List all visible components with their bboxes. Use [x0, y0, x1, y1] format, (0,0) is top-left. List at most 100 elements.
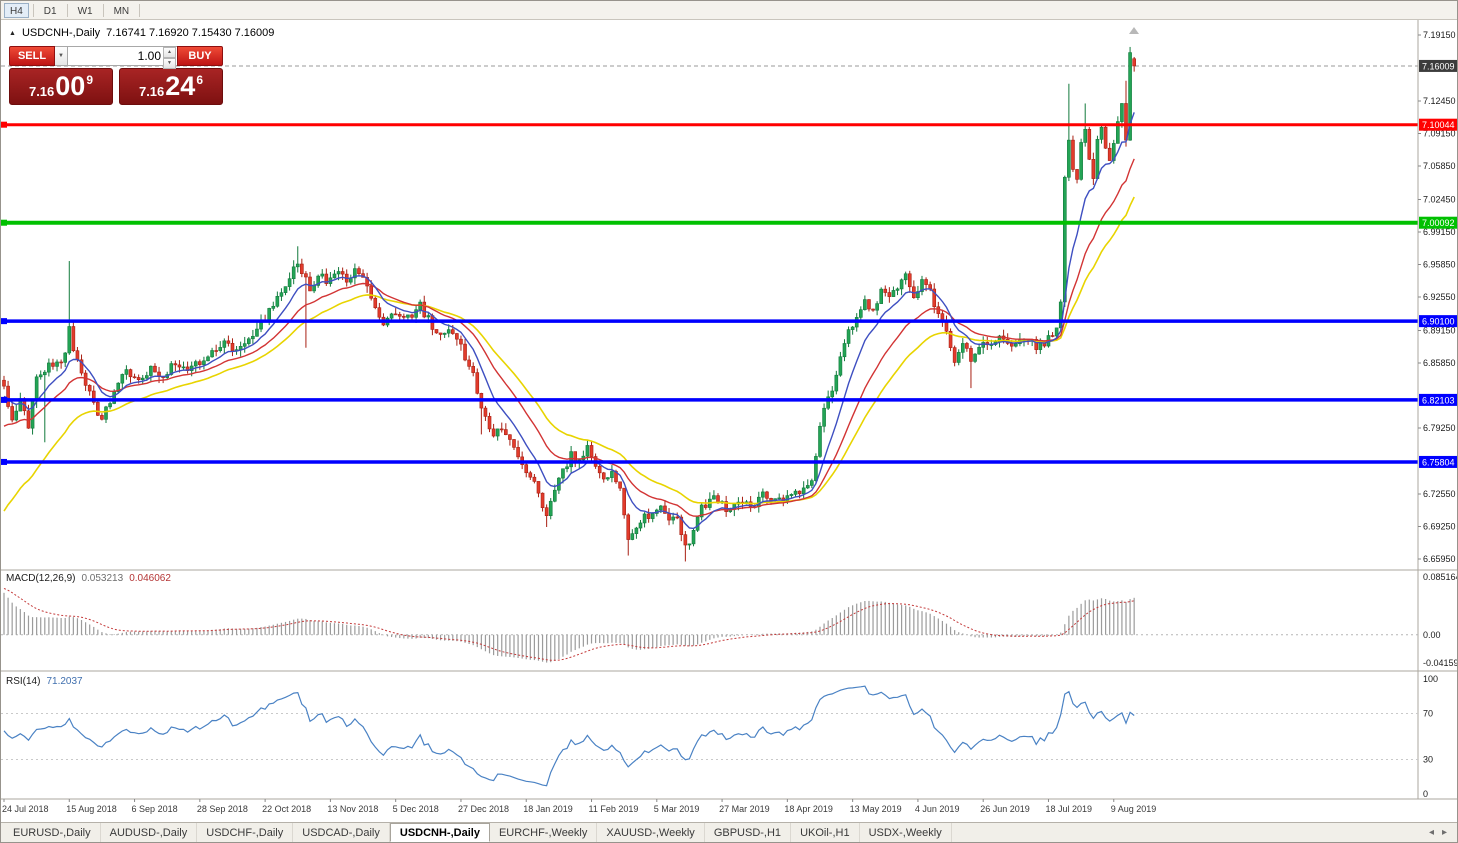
- svg-text:7.05850: 7.05850: [1423, 161, 1456, 171]
- svg-text:6.69250: 6.69250: [1423, 521, 1456, 531]
- chart-tab-usdcnh-daily[interactable]: USDCNH-,Daily: [389, 823, 490, 842]
- chart-tab-usdchf-daily[interactable]: USDCHF-,Daily: [197, 823, 294, 842]
- chart-tab-xauusd-weekly[interactable]: XAUUSD-,Weekly: [597, 823, 705, 842]
- svg-text:27 Mar 2019: 27 Mar 2019: [719, 804, 770, 814]
- svg-text:24 Jul 2018: 24 Jul 2018: [2, 804, 49, 814]
- volume-decrease-button[interactable]: ▼: [163, 58, 176, 69]
- chart-tab-bar: EURUSD-,Daily AUDUSD-,Daily USDCHF-,Daily U…: [1, 822, 1457, 842]
- tab-scroll-right-button[interactable]: ▸: [1441, 827, 1447, 838]
- svg-text:6.99150: 6.99150: [1423, 227, 1456, 237]
- svg-text:7.16009: 7.16009: [1422, 61, 1455, 71]
- macd-indicator-label: MACD(12,26,9) 0.053213 0.046062: [6, 573, 171, 584]
- chart-tab-eurchf-weekly[interactable]: EURCHF-,Weekly: [490, 823, 598, 842]
- date-axis[interactable]: 24 Jul 2018 15 Aug 2018 6 Sep 2018 28 Sep 2…: [2, 799, 1156, 814]
- svg-text:100: 100: [1423, 674, 1438, 684]
- svg-text:18 Apr 2019: 18 Apr 2019: [784, 804, 833, 814]
- rsi-value: 71.2037: [46, 676, 83, 687]
- price-tag: 6.75804: [1419, 455, 1457, 468]
- chart-canvas[interactable]: 7.19150 7.12450 7.09150 7.05850 7.02450 6.991…: [1, 20, 1458, 822]
- svg-text:0: 0: [1423, 789, 1428, 799]
- sell-price-display[interactable]: 7.16 00 9: [9, 68, 113, 105]
- chart-tab-eurusd-daily[interactable]: EURUSD-,Daily: [4, 823, 101, 842]
- svg-text:11 Feb 2019: 11 Feb 2019: [589, 804, 639, 814]
- rsi-name: RSI(14): [6, 676, 41, 687]
- tab-scroll-left-button[interactable]: ◂: [1428, 827, 1434, 838]
- svg-text:7.00092: 7.00092: [1422, 218, 1455, 228]
- chart-tab-gbpusd-h1[interactable]: GBPUSD-,H1: [705, 823, 792, 842]
- rsi-panel[interactable]: [1, 685, 1418, 787]
- svg-text:6.72550: 6.72550: [1423, 489, 1456, 499]
- timeframe-button-d1[interactable]: D1: [43, 5, 57, 17]
- chart-tab-usdx-weekly[interactable]: USDX-,Weekly: [860, 823, 952, 842]
- chart-tab-ukoil-h1[interactable]: UKOil-,H1: [791, 823, 860, 842]
- macd-panel[interactable]: [1, 587, 1418, 663]
- svg-text:4 Jun 2019: 4 Jun 2019: [915, 804, 960, 814]
- chart-tab-audusd-daily[interactable]: AUDUSD-,Daily: [101, 823, 198, 842]
- chart-tabs: EURUSD-,Daily AUDUSD-,Daily USDCHF-,Daily U…: [4, 823, 952, 842]
- price-tag: 6.90100: [1419, 315, 1457, 328]
- svg-text:13 Nov 2018: 13 Nov 2018: [327, 804, 378, 814]
- svg-text:5 Dec 2018: 5 Dec 2018: [393, 804, 439, 814]
- svg-text:18 Jan 2019: 18 Jan 2019: [523, 804, 573, 814]
- svg-text:0.085164: 0.085164: [1423, 572, 1458, 582]
- volume-input[interactable]: [68, 46, 177, 66]
- svg-text:27 Dec 2018: 27 Dec 2018: [458, 804, 509, 814]
- price-tag: 7.16009: [1419, 59, 1457, 72]
- svg-text:-0.04159: -0.04159: [1423, 658, 1458, 668]
- toolbar-separator: [32, 3, 34, 17]
- horizontal-level-lines[interactable]: [1, 121, 1418, 465]
- svg-text:30: 30: [1423, 755, 1433, 765]
- timeframe-toolbar: H4 D1 W1 MN: [1, 1, 1457, 20]
- svg-text:70: 70: [1423, 709, 1433, 719]
- buy-price-display[interactable]: 7.16 24 6: [119, 68, 223, 105]
- chart-tab-usdcad-daily[interactable]: USDCAD-,Daily: [293, 823, 390, 842]
- timeframe-button-mn[interactable]: MN: [113, 5, 130, 17]
- volume-dropdown-button[interactable]: ▼: [55, 46, 68, 66]
- svg-text:0.00: 0.00: [1423, 630, 1441, 640]
- candles-layer: [2, 46, 1136, 562]
- price-tag: 7.00092: [1419, 216, 1457, 229]
- one-click-trading-panel: SELL ▼ ▲ ▼ BUY 7.16 00 9 7.16 24 6: [9, 46, 223, 105]
- svg-text:9 Aug 2019: 9 Aug 2019: [1111, 804, 1157, 814]
- buy-price-base: 7.16: [138, 84, 165, 99]
- svg-text:6.90100: 6.90100: [1422, 317, 1455, 327]
- volume-increase-button[interactable]: ▲: [163, 47, 176, 58]
- svg-text:6.95850: 6.95850: [1423, 259, 1456, 269]
- timeframe-button-h4[interactable]: H4: [4, 2, 29, 18]
- volume-spinner: ▲ ▼: [163, 47, 176, 69]
- panel-separators[interactable]: [1, 20, 1458, 800]
- price-tag: 6.82103: [1419, 393, 1457, 406]
- svg-text:7.19150: 7.19150: [1423, 30, 1456, 40]
- toolbar-separator: [66, 3, 68, 17]
- macd-main-value: 0.053213: [81, 573, 124, 584]
- sell-price-base: 7.16: [28, 84, 55, 99]
- tab-scroll-arrows: ◂ ▸: [1419, 823, 1457, 842]
- svg-text:15 Aug 2018: 15 Aug 2018: [66, 804, 117, 814]
- sell-button[interactable]: SELL: [9, 46, 55, 66]
- svg-text:7.02450: 7.02450: [1423, 194, 1456, 204]
- sell-price-fraction: 9: [86, 73, 94, 87]
- timeframe-button-w1[interactable]: W1: [77, 5, 93, 17]
- svg-text:6.75804: 6.75804: [1422, 457, 1455, 467]
- sell-price-pips: 00: [55, 71, 86, 101]
- buy-price-pips: 24: [165, 71, 196, 101]
- chart-title: ▲ USDCNH-,Daily 7.16741 7.16920 7.15430 …: [9, 27, 274, 39]
- symbol-arrow-icon: ▲: [9, 29, 16, 37]
- svg-text:7.10044: 7.10044: [1422, 120, 1455, 130]
- main-price-panel[interactable]: [1, 27, 1418, 562]
- svg-text:5 Mar 2019: 5 Mar 2019: [654, 804, 700, 814]
- svg-text:7.09150: 7.09150: [1423, 128, 1456, 138]
- price-tag: 7.10044: [1419, 118, 1457, 131]
- buy-button[interactable]: BUY: [177, 46, 223, 66]
- svg-text:6.92550: 6.92550: [1423, 292, 1456, 302]
- svg-text:6.79250: 6.79250: [1423, 423, 1456, 433]
- price-axis[interactable]: 7.19150 7.12450 7.09150 7.05850 7.02450 6.991…: [1418, 30, 1458, 799]
- svg-text:26 Jun 2019: 26 Jun 2019: [980, 804, 1030, 814]
- svg-text:6.65950: 6.65950: [1423, 554, 1456, 564]
- svg-text:6 Sep 2018: 6 Sep 2018: [132, 804, 178, 814]
- svg-text:6.82103: 6.82103: [1422, 395, 1455, 405]
- chart-shift-marker[interactable]: [1129, 27, 1139, 34]
- macd-name: MACD(12,26,9): [6, 573, 76, 584]
- toolbar-separator: [102, 3, 104, 17]
